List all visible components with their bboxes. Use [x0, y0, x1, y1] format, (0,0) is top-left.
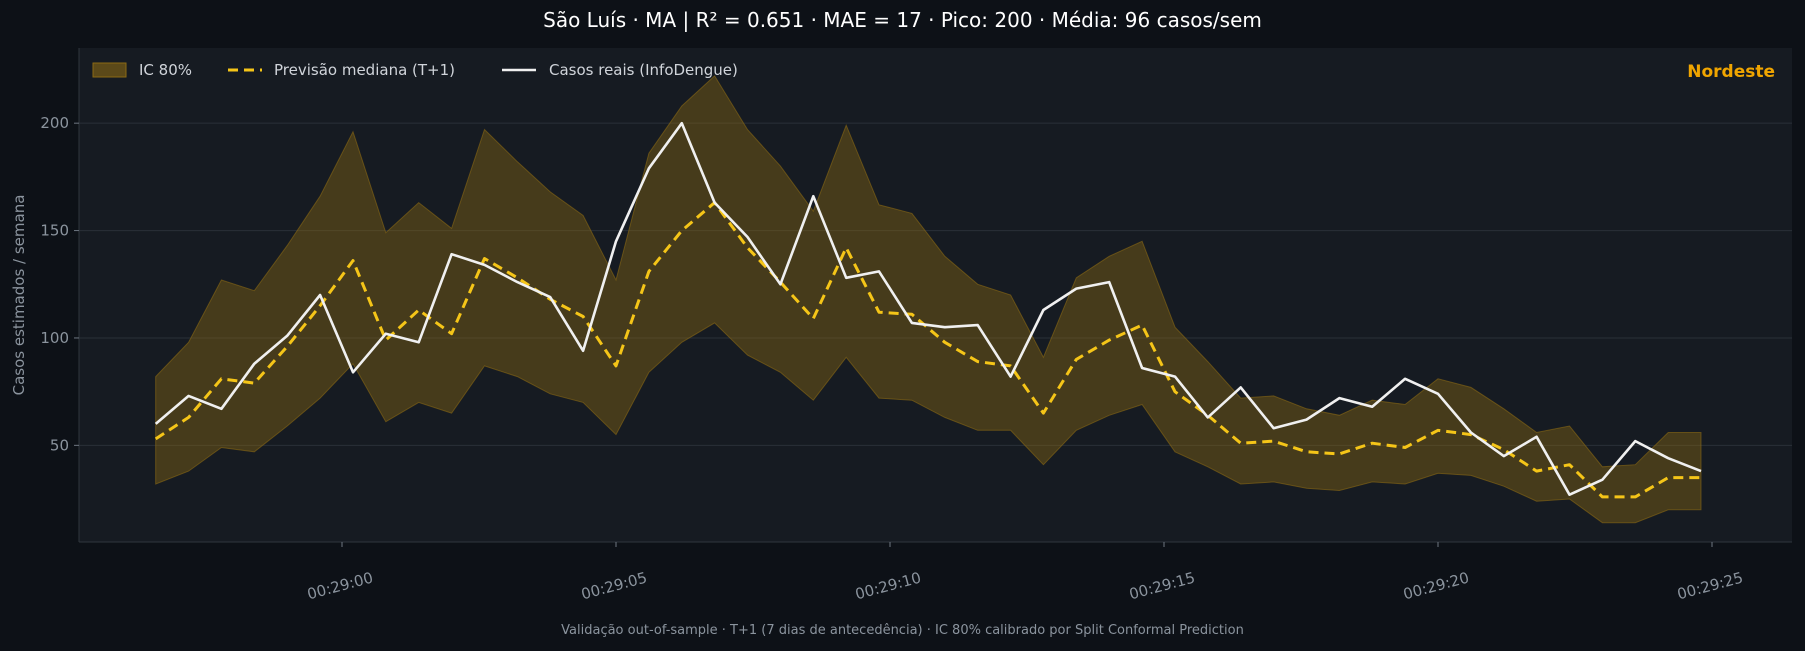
x-tick-label: 00:29:00 — [305, 568, 375, 603]
y-tick-label: 100 — [40, 329, 69, 347]
grid — [79, 122, 1792, 446]
legend-label-actual: Casos reais (InfoDengue) — [549, 61, 738, 79]
forecast-line — [154, 201, 1701, 499]
plot-area — [79, 48, 1792, 542]
y-tick-label: 150 — [40, 222, 69, 240]
x-tick-label: 00:29:05 — [579, 568, 649, 603]
x-tick-label: 00:29:25 — [1675, 568, 1745, 603]
confidence-band — [155, 75, 1702, 524]
legend-label-forecast: Previsão mediana (T+1) — [274, 61, 455, 79]
y-tick-label: 200 — [40, 114, 69, 132]
x-tick-label: 00:29:10 — [853, 568, 923, 603]
legend-swatch-band — [92, 62, 127, 78]
actual-cases-line — [154, 121, 1702, 496]
x-tick-label: 00:29:15 — [1127, 568, 1197, 603]
region-label: Nordeste — [1687, 62, 1775, 82]
y-tick-label: 50 — [50, 436, 69, 454]
legend-label-band: IC 80% — [139, 61, 192, 79]
chart-title: São Luís · MA | R² = 0.651 · MAE = 17 · … — [543, 8, 1262, 32]
x-tick-label: 00:29:20 — [1401, 568, 1471, 603]
legend: IC 80% Previsão mediana (T+1) Casos reais … — [92, 61, 738, 79]
chart-footer: Validação out-of-sample · T+1 (7 dias de… — [561, 623, 1244, 638]
y-axis-label: Casos estimados / semana — [10, 195, 28, 396]
